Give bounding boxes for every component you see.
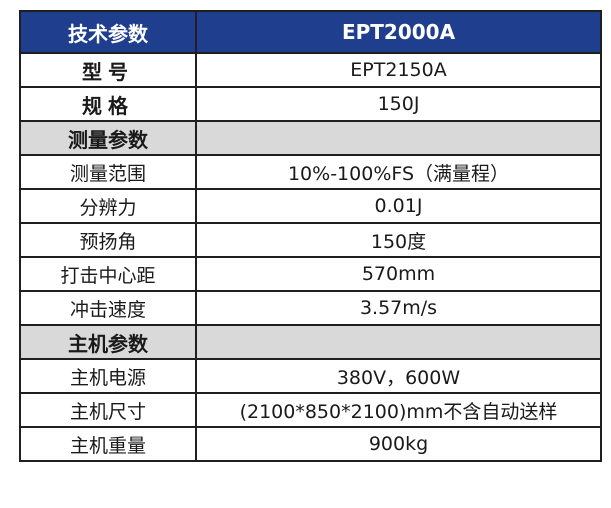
table-row: 主机电源 380V，600W	[19, 358, 602, 394]
row-value-strike-distance: 570mm	[195, 256, 602, 292]
row-value-model: EPT2150A	[195, 52, 602, 88]
section-row-host: 主机参数	[19, 324, 602, 360]
row-label-range: 测量范围	[19, 154, 197, 190]
section-row-measurement: 测量参数	[19, 120, 602, 156]
table-row: 冲击速度 3.57m/s	[19, 290, 602, 326]
table-row: 主机尺寸 (2100*850*2100)mm不含自动送样	[19, 392, 602, 428]
table-row: 规格 150J	[19, 86, 602, 122]
header-model: EPT2000A	[195, 10, 602, 54]
row-label-spec: 规格	[19, 86, 197, 122]
section-title-host: 主机参数	[19, 324, 197, 360]
table-row: 型号 EPT2150A	[19, 52, 602, 88]
section-empty-cell	[195, 324, 602, 360]
row-label-strike-distance: 打击中心距	[19, 256, 197, 292]
row-label-weight: 主机重量	[19, 426, 197, 462]
header-label: 技术参数	[19, 10, 197, 54]
table-row: 分辨力 0.01J	[19, 188, 602, 224]
section-title-measurement: 测量参数	[19, 120, 197, 156]
table-row: 预扬角 150度	[19, 222, 602, 258]
row-label-model: 型号	[19, 52, 197, 88]
row-label-power: 主机电源	[19, 358, 197, 394]
row-label-impact-speed: 冲击速度	[19, 290, 197, 326]
row-label-lift-angle: 预扬角	[19, 222, 197, 258]
row-label-resolution: 分辨力	[19, 188, 197, 224]
row-value-weight: 900kg	[195, 426, 602, 462]
row-value-size: (2100*850*2100)mm不含自动送样	[195, 392, 602, 428]
table-row: 打击中心距 570mm	[19, 256, 602, 292]
table-row: 测量范围 10%-100%FS（满量程）	[19, 154, 602, 190]
row-value-lift-angle: 150度	[195, 222, 602, 258]
row-value-range: 10%-100%FS（满量程）	[195, 154, 602, 190]
row-value-impact-speed: 3.57m/s	[195, 290, 602, 326]
spec-table: 技术参数 EPT2000A 型号 EPT2150A 规格 150J 测量参数 测…	[19, 10, 602, 462]
table-row: 主机重量 900kg	[19, 426, 602, 462]
table-header-row: 技术参数 EPT2000A	[19, 10, 602, 54]
row-label-size: 主机尺寸	[19, 392, 197, 428]
row-value-power: 380V，600W	[195, 358, 602, 394]
section-empty-cell	[195, 120, 602, 156]
row-value-resolution: 0.01J	[195, 188, 602, 224]
row-value-spec: 150J	[195, 86, 602, 122]
